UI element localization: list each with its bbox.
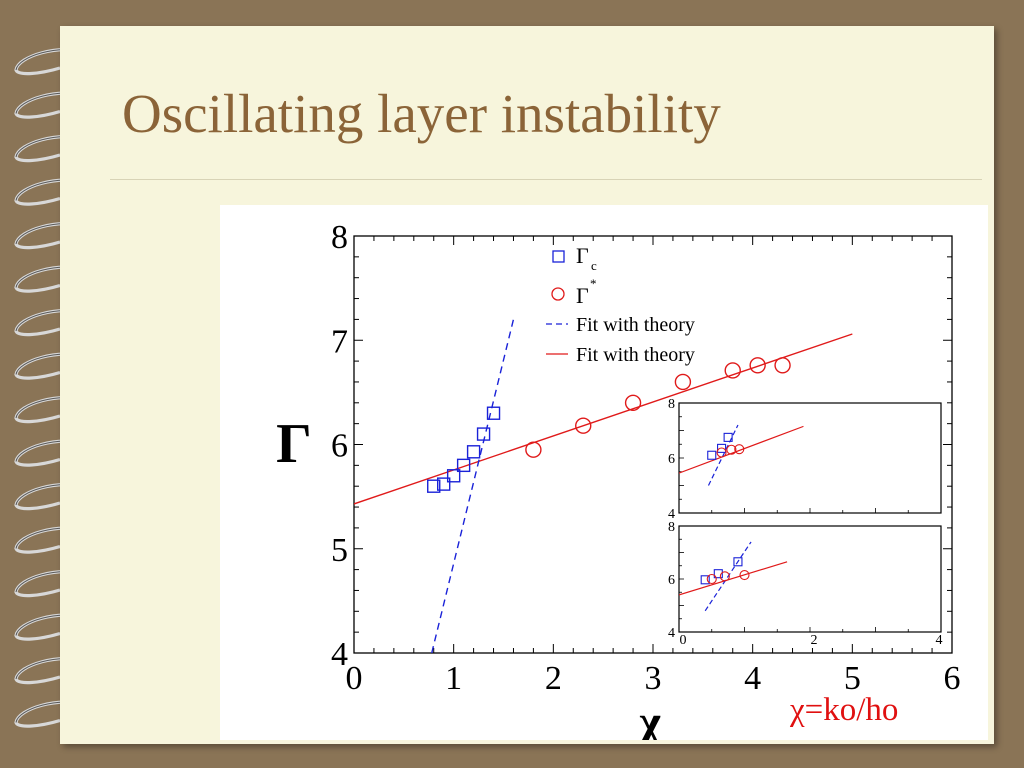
- gamma-c-point: [466, 445, 481, 459]
- inset-x-tick-label: 0: [680, 633, 687, 648]
- legend-label-gamma-c-subscript: c: [591, 258, 597, 273]
- inset-frame: [678, 402, 942, 514]
- y-tick-label: 5: [331, 532, 348, 569]
- inset-gamma-c-point: [723, 432, 733, 442]
- legend-label-gamma-star: Γ: [576, 283, 589, 308]
- gamma-star-point: [575, 417, 592, 434]
- inset-gamma-star-point: [716, 447, 727, 458]
- inset-y-tick-label: 6: [668, 573, 675, 588]
- fit-line-gamma-c: [431, 319, 515, 653]
- legend-label-gamma-star-superscript: *: [590, 276, 597, 291]
- x-tick-label: 2: [545, 660, 562, 697]
- x-tick-label: 6: [944, 660, 961, 697]
- x-axis-label: χ: [638, 696, 661, 740]
- legend-marker-gamma-star: [551, 287, 565, 301]
- inset-y-tick-label: 4: [668, 626, 675, 641]
- inset-gamma-star-point: [739, 569, 750, 581]
- inset-fit-line-gamma-star: [679, 425, 804, 474]
- gamma-star-point: [774, 357, 791, 374]
- gamma-c-point: [436, 477, 451, 491]
- legend-label-dashed-fit: Fit with theory: [576, 314, 695, 336]
- gamma-c-point: [456, 458, 471, 473]
- inset-fit-line-gamma-c: [704, 541, 752, 612]
- inset-chart-2: 4 6 8 0 2 4: [668, 520, 943, 648]
- chi-definition-annotation: χ=ko/ho: [790, 692, 899, 728]
- inset-gamma-c-point: [733, 557, 743, 567]
- gamma-c-point: [427, 479, 441, 493]
- inset-gamma-star-point: [734, 444, 745, 455]
- x-tick-label: 5: [844, 660, 861, 697]
- inset-y-tick-label: 4: [668, 507, 675, 522]
- fit-line-gamma-star: [354, 333, 853, 505]
- title-divider: [110, 179, 982, 180]
- inset-gamma-c-point: [717, 443, 727, 453]
- inset-gamma-star-point: [719, 571, 730, 582]
- inset-gamma-c-point: [713, 569, 723, 579]
- legend-marker-gamma-c: [552, 250, 565, 263]
- inset-chart-1: 4 6 8: [668, 397, 942, 522]
- inset-gamma-star-point: [726, 444, 737, 455]
- gamma-star-point: [724, 362, 741, 379]
- inset-y-tick-label: 8: [668, 520, 675, 535]
- y-tick-label: 6: [331, 428, 348, 465]
- gamma-star-point: [525, 441, 542, 458]
- inset-x-tick-label: 2: [811, 633, 818, 648]
- inset-frame: [678, 525, 942, 633]
- inset-gamma-c-point: [707, 450, 717, 460]
- inset-fit-line-gamma-c: [707, 424, 739, 486]
- y-tick-label: 8: [331, 219, 348, 256]
- gamma-c-point: [476, 427, 491, 441]
- inset-x-tick-label: 4: [936, 633, 943, 648]
- inset-gamma-star-point: [706, 573, 717, 585]
- gamma-c-point: [486, 406, 501, 420]
- gamma-c-point: [446, 469, 461, 483]
- slide-title: Oscillating layer instability: [122, 83, 721, 144]
- x-tick-label: 0: [346, 660, 363, 697]
- y-axis-label: Γ: [276, 413, 312, 475]
- y-tick-label: 4: [331, 636, 348, 673]
- x-tick-label: 1: [445, 660, 462, 697]
- y-tick-label: 7: [331, 323, 348, 360]
- inset-gamma-c-point: [700, 575, 710, 585]
- gamma-star-point: [674, 373, 692, 391]
- x-tick-label: 4: [744, 660, 761, 697]
- inset-y-tick-label: 6: [668, 452, 675, 467]
- inset-y-tick-label: 8: [668, 397, 675, 412]
- inset-fit-line-gamma-star: [679, 561, 788, 596]
- x-tick-label: 3: [645, 660, 662, 697]
- gamma-star-point: [749, 357, 766, 374]
- legend-label-solid-fit: Fit with theory: [576, 344, 695, 366]
- gamma-star-point: [624, 394, 642, 412]
- legend-label-gamma-c: Γ: [576, 243, 589, 268]
